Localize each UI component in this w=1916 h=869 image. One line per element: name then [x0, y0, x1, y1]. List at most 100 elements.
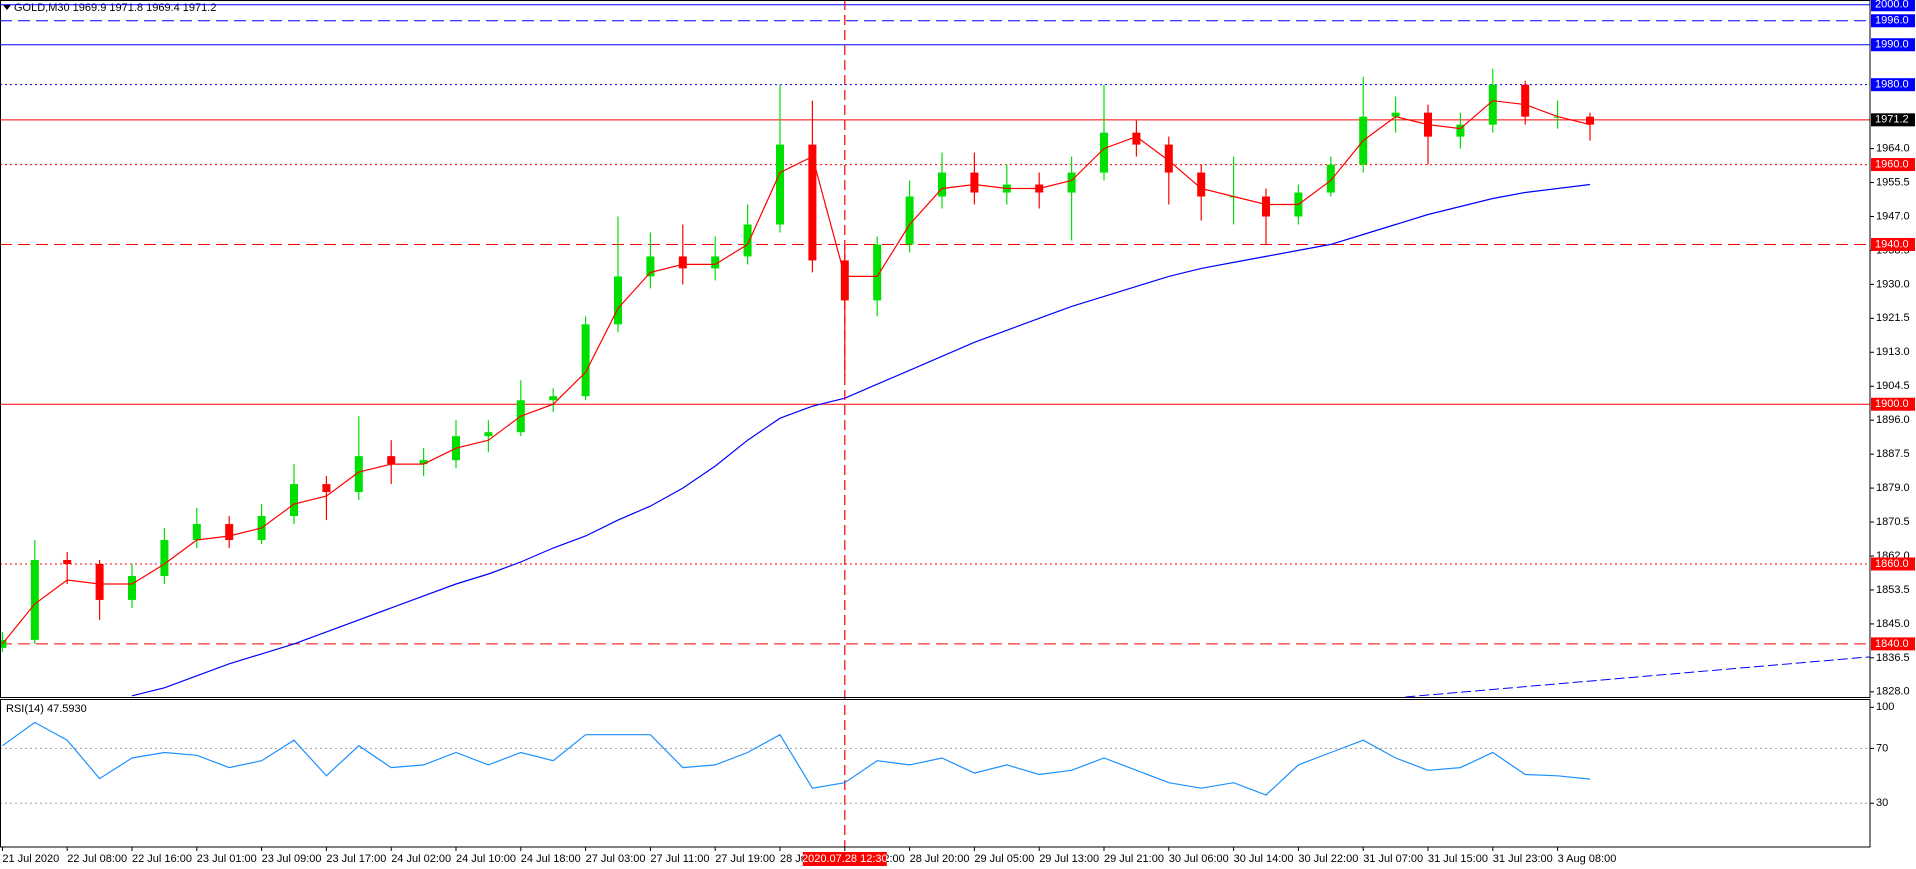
y-tick-label: 1836.5 — [1876, 652, 1910, 664]
candle-body — [1326, 164, 1335, 193]
candle-body — [63, 559, 72, 564]
candle-body — [322, 484, 331, 493]
price-level-label: 1996.0 — [1875, 15, 1909, 27]
price-level-label: 1940.0 — [1875, 238, 1909, 250]
trendline — [1405, 656, 1870, 697]
menu-triangle — [3, 5, 11, 10]
y-tick-label: 1930.0 — [1876, 278, 1910, 290]
candle-body — [419, 460, 428, 465]
rsi-frame — [0, 699, 1871, 848]
x-tick-label: 22 Jul 08:00 — [67, 853, 127, 865]
main-frame — [0, 0, 1871, 698]
y-tick-label: 1870.5 — [1876, 516, 1910, 528]
candle-body — [192, 524, 201, 541]
x-tick-label: 27 Jul 19:00 — [715, 853, 775, 865]
indicator-line — [2, 721, 1591, 796]
candle-body — [711, 256, 720, 269]
y-tick-label: 1913.0 — [1876, 346, 1910, 358]
price-level-label: 1971.2 — [1875, 114, 1909, 126]
candle-body — [1197, 172, 1206, 197]
x-tick-label: 27 Jul 03:00 — [586, 853, 646, 865]
x-tick-label: 30 Jul 06:00 — [1169, 853, 1229, 865]
y-tick-label: 1879.0 — [1876, 482, 1910, 494]
x-tick-label: 24 Jul 10:00 — [456, 853, 516, 865]
price-level-label: 1840.0 — [1875, 638, 1909, 650]
price-level-tag — [1871, 38, 1915, 52]
price-level-tag — [1871, 158, 1915, 172]
candle-body — [549, 396, 558, 401]
price-level-tag — [1871, 637, 1915, 651]
x-tick-label: 31 Jul 15:00 — [1428, 853, 1488, 865]
y-tick-label: 1853.5 — [1876, 584, 1910, 596]
candle-body — [1100, 132, 1108, 173]
y-tick-label: 1845.0 — [1876, 618, 1910, 630]
crosshair-label: 2020.07.28 12:30 — [802, 853, 888, 865]
candle-body — [970, 172, 979, 193]
candle-body — [873, 244, 882, 301]
x-tick-label: 24 Jul 02:00 — [391, 853, 451, 865]
candle-body — [128, 575, 136, 600]
candle-body — [1488, 84, 1497, 125]
y-tick-label: 1947.0 — [1876, 210, 1910, 222]
x-tick-label: 31 Jul 07:00 — [1363, 853, 1423, 865]
price-level-tag — [1871, 397, 1915, 411]
candle-body — [1586, 116, 1594, 125]
candle-body — [95, 563, 104, 600]
candle-body — [678, 256, 687, 269]
candle-body — [1391, 112, 1400, 117]
y-tick-label: 1964.0 — [1876, 142, 1910, 154]
x-tick-label: 22 Jul 16:00 — [132, 853, 192, 865]
y-tick-label: 1828.0 — [1876, 686, 1910, 698]
candle-body — [0, 639, 7, 648]
candle-body — [387, 456, 396, 465]
x-tick-label: 23 Jul 09:00 — [262, 853, 322, 865]
candle-body — [1164, 144, 1173, 173]
candle-body — [581, 324, 590, 397]
candle-body — [225, 524, 234, 541]
candle-body — [808, 144, 817, 261]
price-level-tag — [1871, 0, 1915, 12]
candle-body — [1132, 132, 1141, 145]
candle-body — [354, 456, 363, 493]
candle-body — [1521, 84, 1530, 117]
price-level-label: 1860.0 — [1875, 558, 1909, 570]
indicator-line — [131, 183, 1591, 697]
x-tick-label: 28 Jul 20:00 — [910, 853, 970, 865]
price-level-tag — [1871, 557, 1915, 571]
price-level-label: 1900.0 — [1875, 398, 1909, 410]
x-tick-label: 30 Jul 14:00 — [1234, 853, 1294, 865]
price-level-tag — [1871, 113, 1915, 127]
candle-body — [840, 260, 849, 301]
price-level-tag — [1871, 78, 1915, 92]
candle-body — [646, 256, 655, 277]
candle-body — [743, 224, 752, 257]
x-tick-label: 29 Jul 13:00 — [1039, 853, 1099, 865]
candle-body — [776, 144, 784, 225]
price-level-tag — [1871, 237, 1915, 251]
x-tick-label: 27 Jul 11:00 — [650, 853, 709, 865]
x-tick-label: 31 Jul 23:00 — [1493, 853, 1553, 865]
candle-body — [905, 196, 914, 245]
price-level-tag — [1871, 14, 1915, 28]
candle-body — [30, 559, 39, 640]
candle-body — [290, 484, 298, 517]
x-tick-label: 30 Jul 22:00 — [1298, 853, 1358, 865]
x-tick-label: 24 Jul 18:00 — [521, 853, 581, 865]
candle-body — [484, 432, 493, 437]
x-tick-label: 23 Jul 01:00 — [197, 853, 257, 865]
chart-title: GOLD,M30 1969.9 1971.8 1969.4 1971.2 — [14, 2, 216, 14]
y-tick-label: 1896.0 — [1876, 414, 1910, 426]
x-tick-label: 29 Jul 21:00 — [1104, 853, 1164, 865]
y-tick-label: 30 — [1876, 797, 1888, 809]
candle-body — [1262, 196, 1270, 217]
y-tick-label: 1921.5 — [1876, 312, 1910, 324]
candle-body — [938, 172, 946, 197]
y-tick-label: 1955.5 — [1876, 176, 1910, 188]
price-level-label: 1990.0 — [1875, 39, 1909, 51]
x-tick-label: 23 Jul 17:00 — [326, 853, 386, 865]
indicator-line — [1, 100, 1591, 645]
rsi-title: RSI(14) 47.5930 — [6, 703, 87, 715]
